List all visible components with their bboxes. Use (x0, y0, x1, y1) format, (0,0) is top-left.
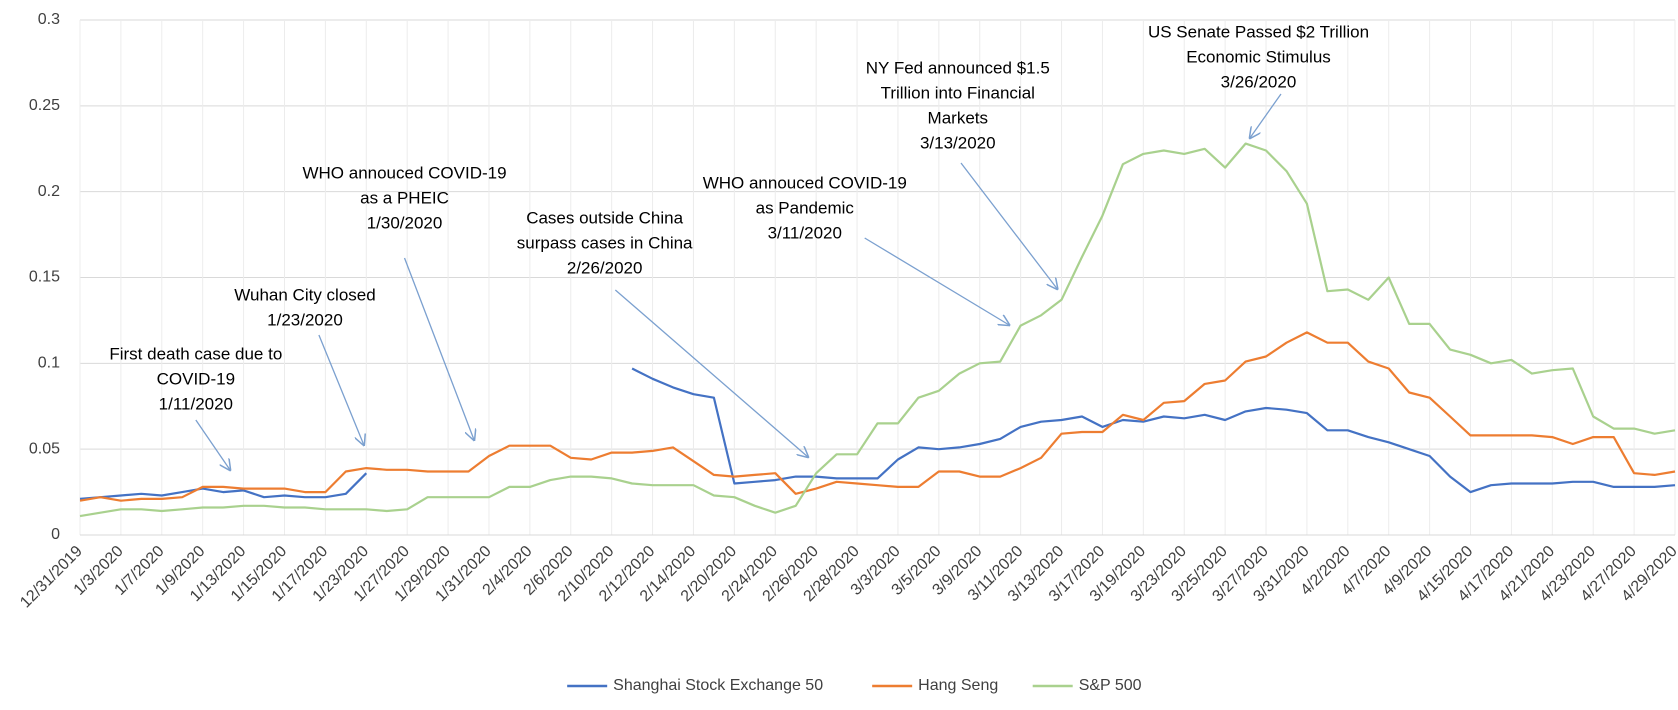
series-line (79, 142, 1676, 518)
annotation-arrow (1250, 93, 1282, 138)
annotation-text: NY Fed announced $1.5 (866, 58, 1050, 77)
y-tick-label: 0.2 (38, 183, 60, 200)
annotation-text: Economic Stimulus (1186, 47, 1331, 66)
series-line (79, 331, 1676, 502)
y-tick-label: 0.3 (38, 11, 60, 28)
annotation-text: First death case due to (109, 344, 282, 363)
annotation-arrow (195, 419, 230, 470)
annotation-text: Cases outside China (526, 208, 683, 227)
annotation-arrow (614, 289, 808, 457)
annotation-text: 1/23/2020 (267, 310, 343, 329)
annotation-arrow (318, 334, 364, 445)
annotation-arrow (403, 257, 475, 440)
annotation-arrow (960, 162, 1057, 289)
x-tick-label: 12/31/2019 (17, 543, 86, 612)
annotation-text: Trillion into Financial (881, 83, 1035, 102)
annotation-text: as Pandemic (756, 198, 855, 217)
annotation-text: 3/26/2020 (1221, 72, 1297, 91)
legend-label: S&P 500 (1079, 677, 1142, 694)
y-tick-label: 0.25 (29, 97, 60, 114)
annotation-text: COVID-19 (157, 369, 235, 388)
annotation-text: as a PHEIC (360, 188, 449, 207)
annotation-text: surpass cases in China (517, 233, 693, 252)
y-tick-label: 0 (51, 526, 60, 543)
annotation-text: US Senate Passed $2 Trillion (1148, 22, 1369, 41)
y-tick-label: 0.1 (38, 355, 60, 372)
series-line (79, 367, 1676, 500)
legend-label: Shanghai Stock Exchange 50 (613, 677, 823, 694)
y-tick-label: 0.15 (29, 269, 60, 286)
annotation-text: WHO annouced COVID-19 (302, 163, 506, 182)
legend-label: Hang Seng (918, 677, 998, 694)
annotation-text: 1/11/2020 (159, 394, 233, 413)
annotation-text: Wuhan City closed (234, 285, 375, 304)
y-tick-label: 0.05 (29, 440, 60, 457)
annotation-text: 2/26/2020 (567, 258, 643, 277)
annotation-text: 1/30/2020 (367, 213, 443, 232)
annotation-arrow (864, 237, 1009, 325)
annotation-text: 3/11/2020 (768, 223, 842, 242)
annotation-text: WHO annouced COVID-19 (703, 173, 907, 192)
annotation-text: Markets (928, 108, 988, 127)
annotation-text: 3/13/2020 (920, 133, 996, 152)
